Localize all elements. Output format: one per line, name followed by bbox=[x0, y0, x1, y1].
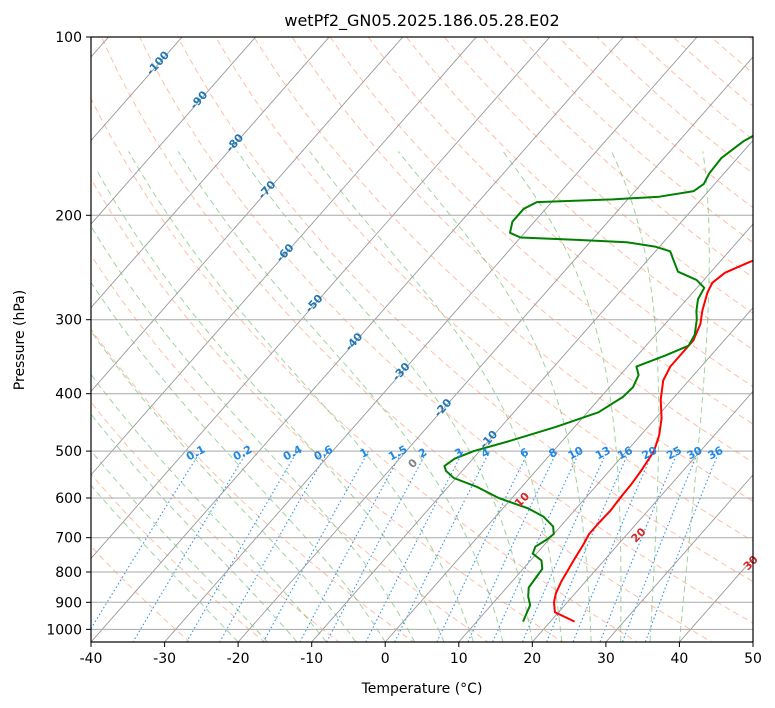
isotherm-line bbox=[91, 37, 404, 392]
isotherm-line bbox=[458, 306, 753, 642]
x-tick-label: 0 bbox=[381, 651, 390, 667]
mixing-ratio-label: 10 bbox=[566, 444, 586, 463]
dry-adiabat-line bbox=[91, 401, 340, 642]
x-axis: -40 -30 -20 -10 0 10 20 30 40 50 bbox=[80, 642, 762, 667]
y-tick-label: 800 bbox=[55, 565, 82, 581]
x-tick-label: 40 bbox=[670, 651, 688, 667]
y-tick-label: 400 bbox=[55, 387, 82, 403]
mixing-ratio-lines bbox=[91, 450, 720, 642]
plot-frame bbox=[90, 36, 754, 643]
isotherm-line bbox=[237, 56, 753, 642]
chart-title: wetPf2_GN05.2025.186.05.28.E02 bbox=[284, 11, 559, 31]
mixing-ratio-line bbox=[262, 450, 370, 642]
mixing-ratio-line bbox=[91, 450, 202, 630]
moist-adiabat-line bbox=[397, 151, 592, 642]
dry-adiabats bbox=[91, 37, 753, 642]
y-tick-label: 600 bbox=[55, 491, 82, 507]
moist-adiabat-line bbox=[91, 484, 239, 642]
mixing-ratio-line bbox=[467, 450, 558, 642]
dry-adiabat-line bbox=[519, 37, 753, 244]
moist-adiabat-line bbox=[91, 330, 357, 642]
y-axis-label: Pressure (hPa) bbox=[12, 290, 28, 390]
moist-adiabat-line bbox=[91, 281, 386, 642]
x-tick-label: -10 bbox=[300, 651, 323, 667]
mixing-ratio-label: 30 bbox=[685, 444, 705, 463]
isotherm-line bbox=[91, 37, 551, 560]
isotherm-line bbox=[91, 37, 257, 225]
y-tick-label: 700 bbox=[55, 531, 82, 547]
dry-adiabat-line bbox=[291, 37, 753, 463]
dry-adiabat-line bbox=[329, 37, 753, 425]
dry-adiabat-line bbox=[91, 328, 415, 642]
x-tick-label: 50 bbox=[744, 651, 762, 667]
mixing-ratio-label: 13 bbox=[593, 444, 613, 463]
mixing-ratio-line bbox=[365, 450, 464, 642]
moist-adiabat-line bbox=[678, 151, 710, 642]
isotherm-line bbox=[163, 37, 698, 642]
mixing-ratio-line bbox=[132, 450, 248, 642]
moist-adiabat-line bbox=[91, 225, 416, 642]
isotherm-line bbox=[384, 223, 753, 642]
y-tick-label: 500 bbox=[55, 444, 82, 460]
moist-adiabat-line bbox=[309, 151, 563, 642]
isotherm-line bbox=[605, 474, 753, 642]
plot-area bbox=[91, 37, 753, 642]
x-tick-label: -30 bbox=[153, 651, 176, 667]
mixing-ratio-label: 25 bbox=[664, 444, 684, 463]
moist-adiabat-line bbox=[91, 373, 327, 642]
mixing-ratio-label: 36 bbox=[706, 444, 726, 463]
mixing-ratio-line bbox=[521, 450, 608, 642]
isotherm-line bbox=[91, 37, 477, 476]
mixing-ratio-line bbox=[394, 450, 491, 642]
dry-adiabat-line bbox=[139, 37, 753, 624]
dry-adiabat-line bbox=[215, 37, 753, 542]
dry-adiabat-line bbox=[100, 37, 713, 642]
isotherms bbox=[91, 37, 753, 642]
dry-adiabat-line bbox=[443, 37, 753, 315]
y-tick-label: 900 bbox=[55, 595, 82, 611]
y-tick-label: 100 bbox=[55, 30, 82, 46]
dry-adiabat-line bbox=[367, 37, 753, 388]
dry-adiabat-line bbox=[177, 37, 753, 583]
mixing-ratio-line bbox=[436, 450, 530, 642]
isotherm-line bbox=[531, 390, 753, 642]
x-tick-label: 20 bbox=[523, 651, 541, 667]
x-tick-label: -40 bbox=[80, 651, 103, 667]
dry-adiabat-line bbox=[91, 177, 564, 642]
dry-adiabat-line bbox=[481, 37, 753, 279]
y-tick-label: 1000 bbox=[46, 622, 82, 638]
mixing-ratio-line bbox=[644, 450, 720, 642]
moist-adiabat-line bbox=[91, 450, 268, 642]
isotherm-line bbox=[311, 139, 753, 642]
isotherm-line bbox=[91, 37, 183, 142]
isotherm-line bbox=[91, 37, 625, 642]
x-tick-label: -20 bbox=[227, 651, 250, 667]
dry-adiabat-line bbox=[91, 97, 639, 642]
mixing-ratio-line bbox=[299, 450, 403, 642]
profile-series bbox=[443, 134, 753, 623]
moist-adiabat-line bbox=[96, 170, 445, 642]
mixing-ratio-label: 16 bbox=[615, 444, 635, 463]
x-axis-label: Temperature (°C) bbox=[361, 681, 483, 697]
pressure-gridlines bbox=[91, 37, 753, 630]
isotherm-line bbox=[91, 37, 330, 309]
y-tick-label: 300 bbox=[55, 313, 82, 329]
y-axis: 100 200 300 400 500 600 700 800 900 1000 bbox=[46, 30, 91, 638]
mixing-ratio-label: 20 bbox=[640, 444, 660, 463]
dry-adiabat-line bbox=[91, 254, 489, 642]
dry-adiabat-line bbox=[405, 37, 753, 351]
y-tick-label: 200 bbox=[55, 208, 82, 224]
mixing-ratio-line bbox=[621, 450, 700, 642]
x-tick-label: 10 bbox=[450, 651, 468, 667]
x-tick-label: 30 bbox=[597, 651, 615, 667]
dry-adiabat-line bbox=[253, 37, 753, 502]
mixing-ratio-line bbox=[326, 450, 428, 642]
dewpoint-profile-line bbox=[443, 134, 753, 622]
